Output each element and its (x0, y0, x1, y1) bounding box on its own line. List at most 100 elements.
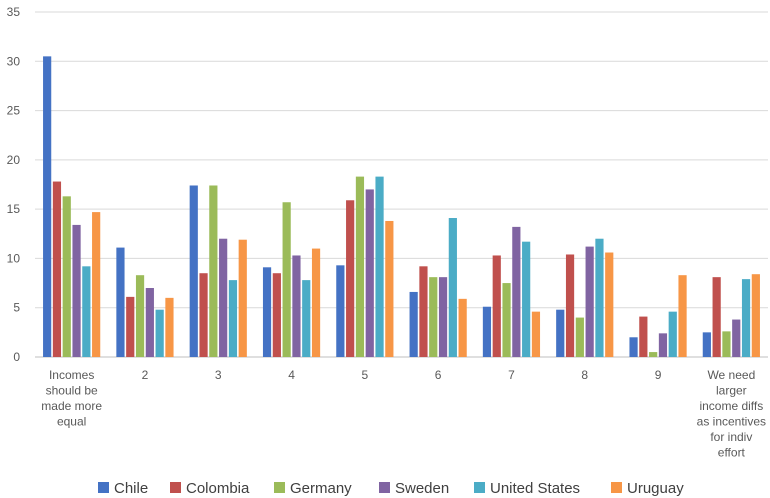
legend-swatch (611, 482, 622, 493)
legend-label: Chile (114, 480, 148, 497)
x-tick-label: 7 (508, 368, 515, 382)
bar-united-states (228, 280, 238, 357)
x-tick-label-line: larger (716, 384, 747, 398)
x-tick-label-line: should be (46, 384, 98, 398)
x-axis: Incomes should be made more equal 2 3 4 5 6 7 8 9 We… (41, 368, 766, 460)
bar-united-states (302, 280, 311, 357)
bar-chile (702, 332, 711, 357)
bar-germany (209, 185, 218, 357)
bar-chile (262, 267, 272, 357)
bar-germany (282, 202, 291, 357)
legend: Chile Colombia Germany Sweden United States U… (98, 480, 684, 497)
bar-uruguay (385, 220, 394, 357)
y-tick-label: 15 (7, 202, 21, 216)
bar-united-states (448, 218, 457, 357)
legend-swatch (474, 482, 485, 493)
x-tick-label-line: for indiv (710, 430, 752, 444)
bar-united-states (741, 279, 751, 357)
bar-sweden (145, 288, 154, 357)
bar-colombia (492, 255, 501, 357)
bar-sweden (438, 277, 448, 357)
bar-sweden (658, 333, 668, 357)
bar-uruguay (165, 297, 174, 357)
x-tick-label-line: We need (707, 368, 755, 382)
y-tick-label: 20 (7, 153, 21, 167)
legend-label: Colombia (186, 480, 250, 497)
x-tick-label-line: 9 (655, 368, 662, 382)
bar-uruguay (531, 311, 541, 357)
bar-colombia (272, 273, 281, 357)
bar-germany (649, 352, 658, 357)
gridlines (35, 11, 768, 358)
y-axis: 0 5 10 15 20 25 30 35 (7, 5, 21, 364)
bar-uruguay (92, 212, 101, 357)
bar-united-states (522, 241, 531, 357)
bar-colombia (52, 181, 62, 357)
bar-united-states (595, 238, 604, 357)
bar-sweden (72, 224, 81, 357)
x-tick-label-line: income diffs (699, 399, 763, 413)
x-tick-label-line: 4 (288, 368, 295, 382)
bar-colombia (712, 277, 721, 357)
bar-sweden (512, 226, 521, 357)
legend-swatch (170, 482, 181, 493)
legend-swatch (98, 482, 109, 493)
legend-label: United States (490, 480, 580, 497)
bar-uruguay (238, 239, 247, 357)
x-tick-label-line: effort (718, 446, 746, 460)
x-tick-label-line: 2 (142, 368, 149, 382)
x-tick-label: We need larger income diffs as incentives fo… (697, 368, 766, 460)
bar-germany (135, 275, 145, 357)
bar-sweden (732, 319, 741, 357)
y-tick-label: 25 (7, 104, 21, 118)
bar-germany (502, 283, 511, 357)
legend-swatch (274, 482, 285, 493)
bar-chile (43, 56, 52, 357)
bar-chile (629, 337, 638, 357)
x-tick-label: 6 (435, 368, 442, 382)
legend-label: Sweden (395, 480, 449, 497)
bar-germany (429, 277, 438, 357)
bar-united-states (155, 309, 164, 357)
x-tick-label-line: 7 (508, 368, 515, 382)
bar-chile (556, 309, 565, 357)
x-tick-label-line: 8 (581, 368, 588, 382)
bar-united-states (375, 176, 384, 357)
y-tick-label: 35 (7, 5, 21, 19)
legend-swatch (379, 482, 390, 493)
bar-germany (62, 196, 71, 357)
bar-chile (116, 247, 125, 357)
legend-label: Uruguay (627, 480, 684, 497)
x-tick-label-line: made more (41, 399, 102, 413)
bar-uruguay (311, 248, 321, 357)
x-tick-label-line: as incentives (697, 415, 766, 429)
bar-germany (355, 176, 365, 357)
y-tick-label: 0 (13, 350, 20, 364)
bar-colombia (419, 266, 428, 357)
bar-sweden (219, 238, 228, 357)
bar-chile (482, 306, 492, 357)
x-tick-label: 3 (215, 368, 222, 382)
x-tick-label: 2 (142, 368, 149, 382)
bar-germany (575, 317, 584, 357)
bar-chile (336, 265, 345, 357)
bar-united-states (82, 266, 91, 357)
bar-uruguay (678, 275, 687, 357)
bar-germany (722, 331, 731, 357)
bar-colombia (639, 316, 648, 357)
y-tick-label: 10 (7, 251, 21, 265)
x-tick-label-line: 6 (435, 368, 442, 382)
x-tick-label-line: 5 (362, 368, 369, 382)
x-tick-label: Incomes should be made more equal (41, 368, 102, 429)
x-tick-label: 9 (655, 368, 662, 382)
bar-sweden (365, 189, 374, 357)
x-tick-label: 8 (581, 368, 588, 382)
bar-uruguay (751, 274, 760, 357)
x-tick-label-line: equal (57, 415, 86, 429)
x-tick-label: 4 (288, 368, 295, 382)
bar-chile (189, 185, 198, 357)
bar-colombia (126, 296, 135, 357)
bar-uruguay (458, 298, 467, 357)
y-tick-label: 30 (7, 54, 21, 68)
